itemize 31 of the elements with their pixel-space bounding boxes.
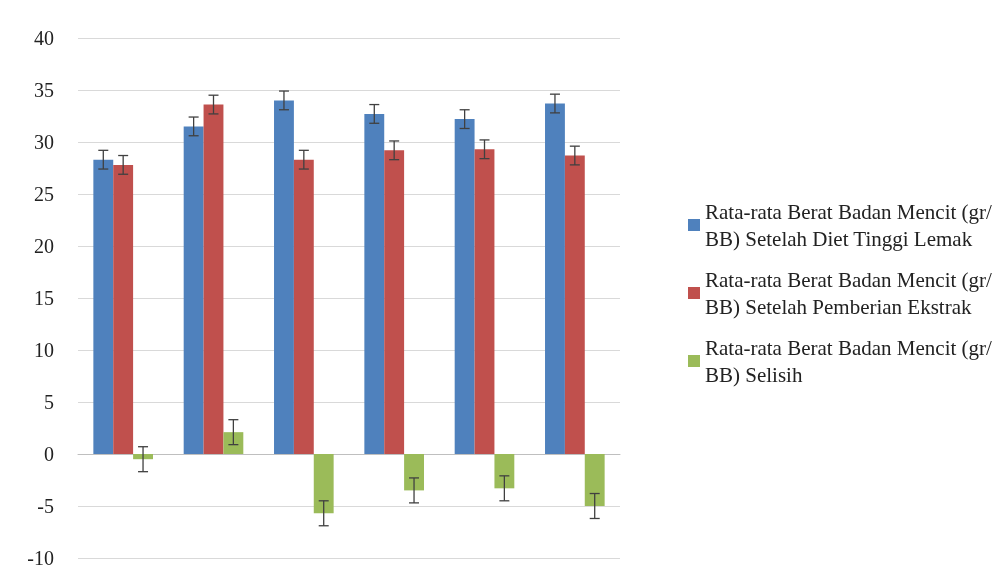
bar [384,150,405,454]
bar [223,432,244,454]
bar [454,119,475,454]
legend-label: Rata-rata Berat Badan Mencit (gr/BB) Setelah Pemberian Ekstrak [705,267,993,319]
bar [494,454,515,489]
y-tick-label: -5 [37,495,54,517]
y-tick-label: 25 [34,183,54,205]
bar [93,159,114,454]
y-tick-label: -10 [27,547,54,569]
bar [203,104,224,454]
y-tick-label: 35 [34,79,54,101]
bar [113,164,134,454]
bar [584,454,605,506]
legend-label: Rata-rata Berat Badan Mencit (gr/BB) Setelah Diet Tinggi Lemak [705,199,993,251]
bar [545,103,565,454]
y-tick-label: 30 [34,131,54,153]
bar [274,100,294,454]
y-tick-label: 10 [34,339,54,361]
bar [364,113,385,454]
bar [293,159,314,454]
y-tick-label: 40 [34,27,54,49]
y-tick-label: 0 [44,443,54,465]
y-tick-label: 5 [44,391,54,413]
y-tick-label: 15 [34,287,54,309]
legend-label: Rata-rata Berat Badan Mencit (gr/BB) Selisih [705,335,993,387]
bar [183,126,204,454]
bar [564,155,585,454]
y-tick-label: 20 [34,235,54,257]
bar [404,454,424,491]
bar [313,454,334,514]
bar [474,149,495,454]
